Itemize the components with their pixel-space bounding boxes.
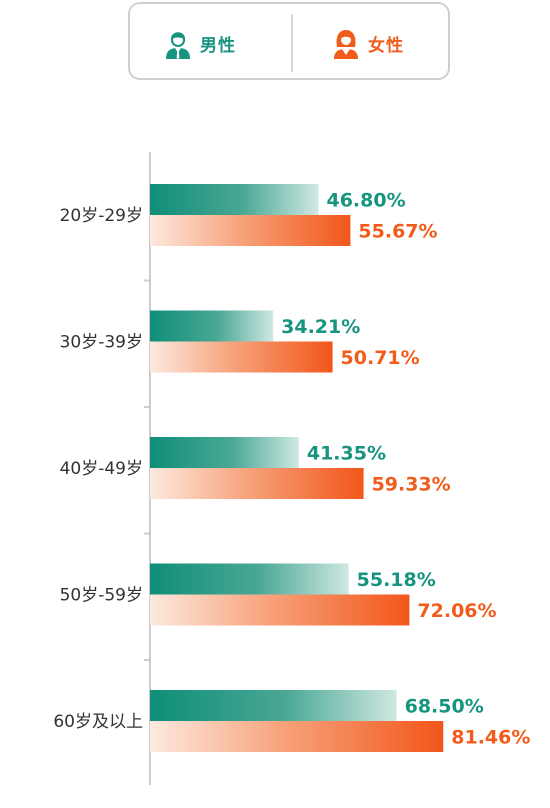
data-label-male: 46.80%: [326, 190, 405, 212]
bar-female: [150, 341, 333, 373]
bar-female: [150, 594, 410, 626]
chart-plot-area: 20岁-29岁 46.80% 55.67% 30岁-39岁 34.21% 50.71% 40…: [53, 152, 530, 785]
data-label-male: 41.35%: [307, 443, 386, 465]
category-label: 40岁-49岁: [60, 459, 143, 479]
bar-male: [150, 563, 349, 595]
bar-male: [150, 184, 319, 215]
category-label: 20岁-29岁: [60, 206, 143, 226]
data-label-female: 81.46%: [451, 727, 530, 749]
category-label: 30岁-39岁: [60, 333, 143, 353]
legend-divider: [291, 14, 293, 72]
bar-female: [150, 721, 444, 752]
bar-female: [150, 215, 351, 246]
legend: 男性 女性: [128, 2, 450, 80]
legend-male-label: 男性: [200, 35, 236, 56]
male-person-icon: [166, 32, 190, 59]
data-label-female: 55.67%: [358, 221, 437, 243]
category-label: 50岁-59岁: [60, 586, 143, 606]
legend-female-label: 女性: [368, 35, 404, 56]
data-label-female: 72.06%: [417, 600, 496, 622]
bar-male: [150, 310, 274, 342]
female-person-icon: [334, 30, 358, 59]
legend-item-female[interactable]: 女性: [332, 26, 404, 60]
data-label-male: 55.18%: [357, 569, 436, 591]
category-label: 60岁及以上: [53, 712, 143, 732]
bar-male: [150, 690, 397, 721]
data-label-female: 50.71%: [341, 347, 420, 369]
bar-female: [150, 468, 364, 499]
data-label-female: 59.33%: [372, 474, 451, 496]
data-label-male: 34.21%: [281, 316, 360, 338]
data-label-male: 68.50%: [405, 696, 484, 718]
legend-item-male[interactable]: 男性: [164, 26, 236, 60]
bar-male: [150, 437, 299, 468]
